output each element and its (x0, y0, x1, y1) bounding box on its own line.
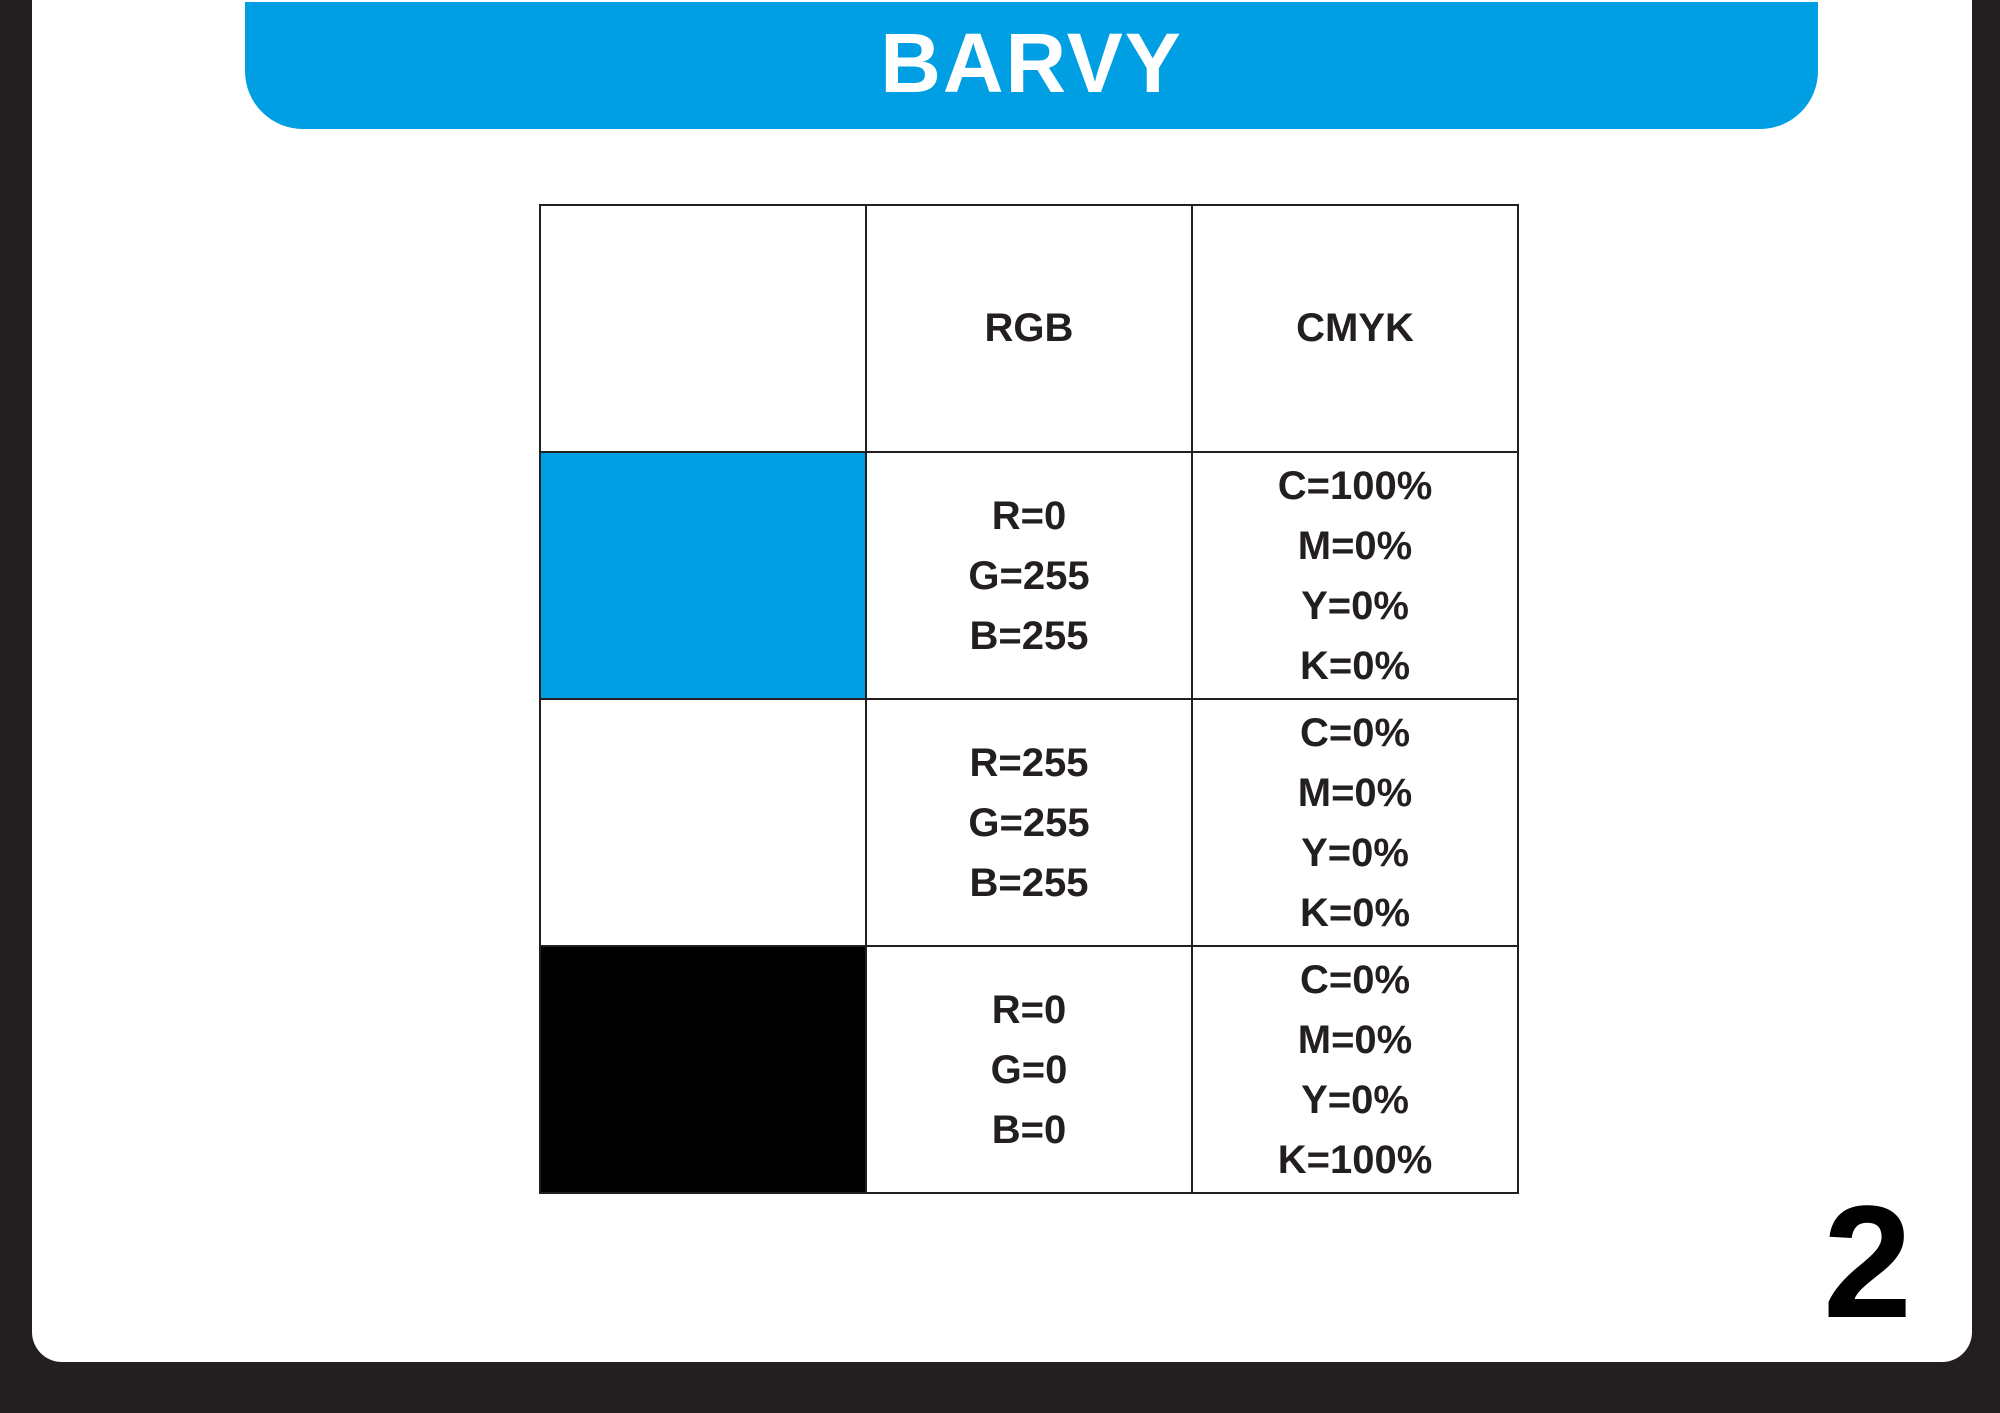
rgb-b-value: B=255 (969, 613, 1089, 658)
color-swatch-white (539, 698, 867, 947)
cmyk-m-value: M=0% (1297, 523, 1413, 568)
cmyk-y-value: Y=0% (1301, 1077, 1409, 1122)
table-row-cyan: R=0 G=255 B=255 C=100% M=0% Y=0% K=0% (539, 451, 1519, 700)
cmyk-c-value: C=0% (1299, 957, 1411, 1002)
color-swatch-cyan (539, 451, 867, 700)
header-rgb: RGB (865, 204, 1193, 453)
rgb-values-cell: R=255 G=255 B=255 (865, 698, 1193, 947)
cmyk-y-value: Y=0% (1301, 830, 1409, 875)
rgb-r-value: R=0 (991, 493, 1067, 538)
cmyk-values-cell: C=0% M=0% Y=0% K=100% (1191, 945, 1519, 1194)
cmyk-y-value: Y=0% (1301, 583, 1409, 628)
slide-page: BARVY RGB CMYK R=0 G=255 B=255 C=100% M=… (32, 0, 1972, 1362)
cmyk-k-value: K=0% (1299, 643, 1411, 688)
cmyk-values-cell: C=100% M=0% Y=0% K=0% (1191, 451, 1519, 700)
cmyk-c-value: C=0% (1299, 710, 1411, 755)
cmyk-k-value: K=100% (1277, 1137, 1433, 1182)
table-header-row: RGB CMYK (539, 204, 1519, 453)
cmyk-k-value: K=0% (1299, 890, 1411, 935)
rgb-b-value: B=255 (969, 860, 1089, 905)
rgb-values-cell: R=0 G=255 B=255 (865, 451, 1193, 700)
rgb-g-value: G=255 (968, 553, 1090, 598)
rgb-r-value: R=0 (991, 987, 1067, 1032)
table-row-black: R=0 G=0 B=0 C=0% M=0% Y=0% K=100% (539, 945, 1519, 1194)
cmyk-values-cell: C=0% M=0% Y=0% K=0% (1191, 698, 1519, 947)
title-banner: BARVY (245, 2, 1818, 129)
cmyk-c-value: C=100% (1277, 463, 1433, 508)
rgb-r-value: R=255 (969, 740, 1089, 785)
rgb-b-value: B=0 (991, 1107, 1067, 1152)
table-row-white: R=255 G=255 B=255 C=0% M=0% Y=0% K=0% (539, 698, 1519, 947)
header-cmyk: CMYK (1191, 204, 1519, 453)
cmyk-m-value: M=0% (1297, 770, 1413, 815)
rgb-values-cell: R=0 G=0 B=0 (865, 945, 1193, 1194)
color-values-table: RGB CMYK R=0 G=255 B=255 C=100% M=0% Y=0… (539, 204, 1519, 1194)
page-title: BARVY (880, 15, 1183, 110)
rgb-g-value: G=0 (990, 1047, 1068, 1092)
cmyk-m-value: M=0% (1297, 1017, 1413, 1062)
header-empty-cell (539, 204, 867, 453)
color-swatch-black (539, 945, 867, 1194)
rgb-g-value: G=255 (968, 800, 1090, 845)
page-number: 2 (1823, 1172, 1912, 1351)
